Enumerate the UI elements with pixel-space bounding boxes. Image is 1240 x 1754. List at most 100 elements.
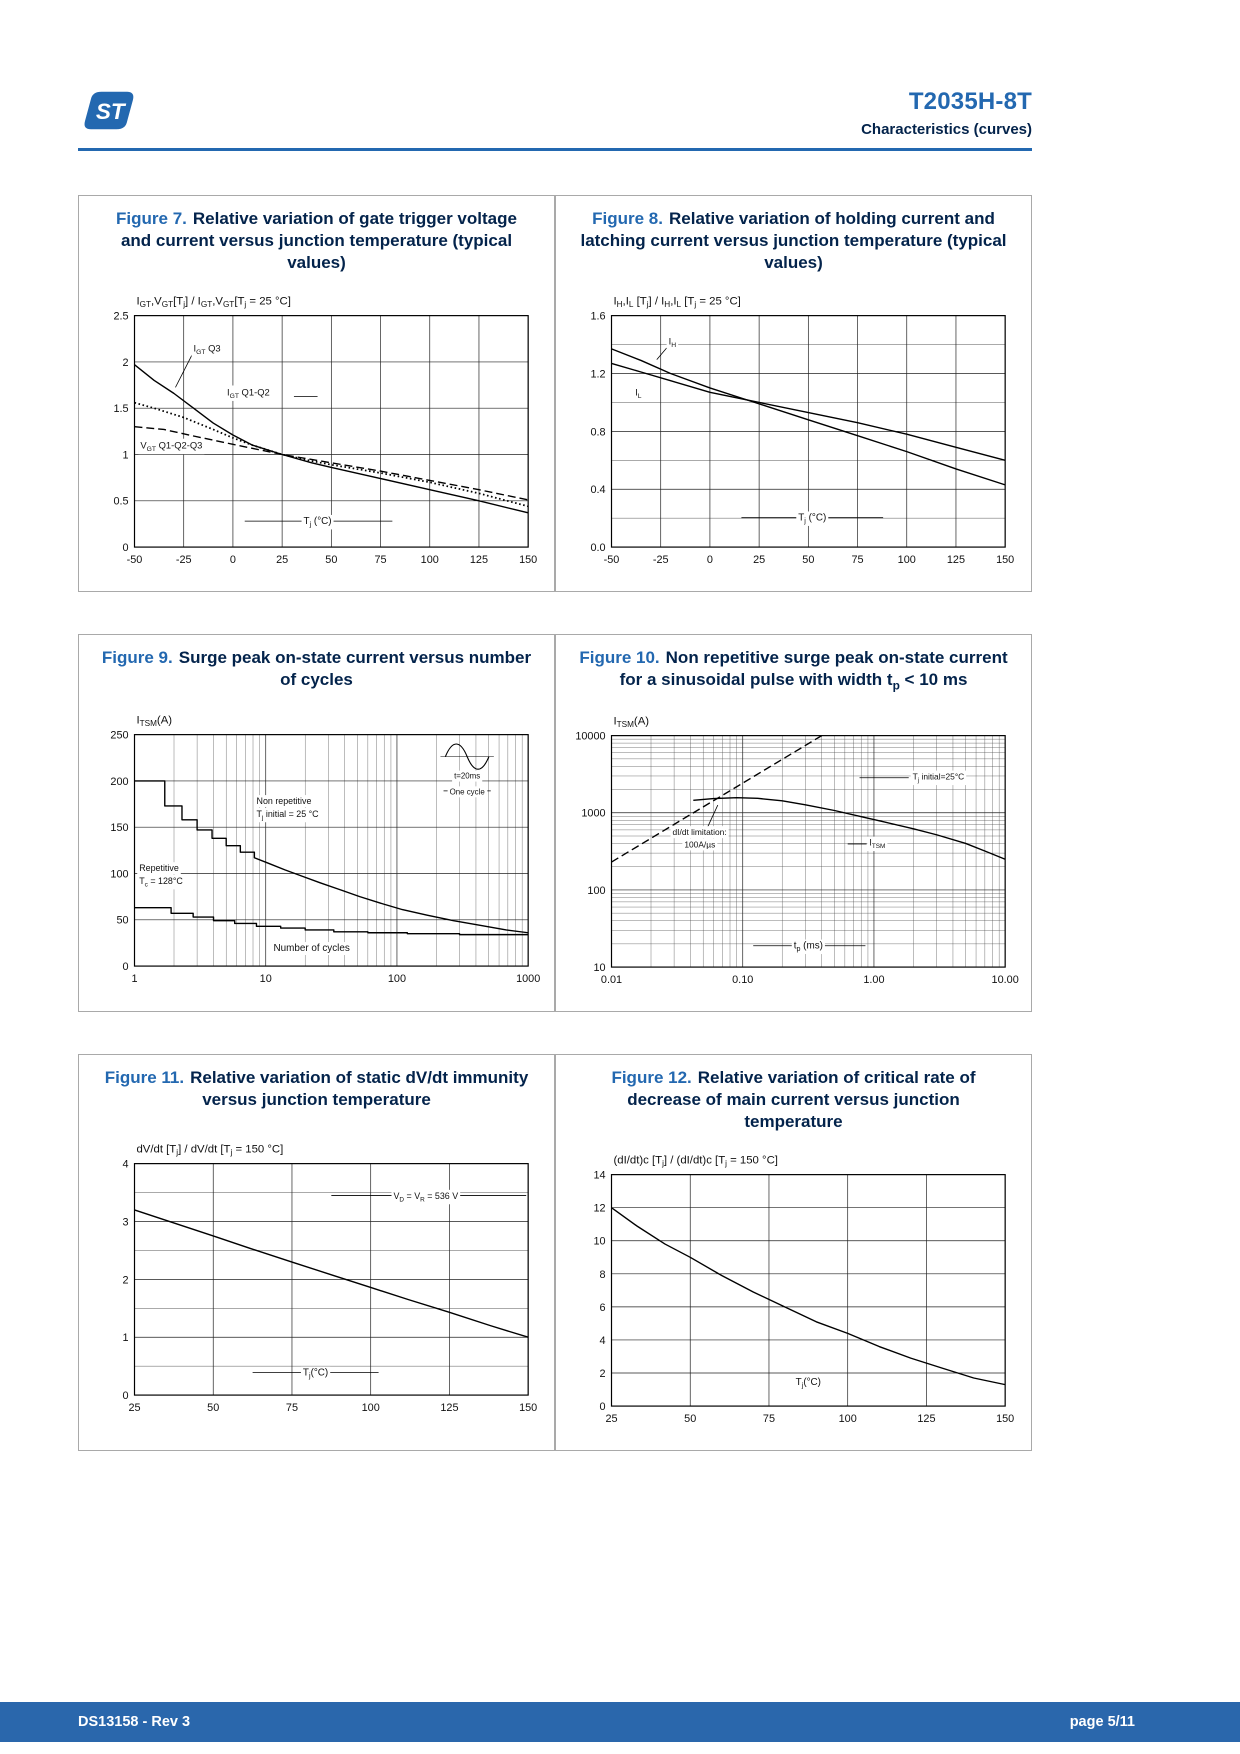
svg-text:12: 12: [593, 1203, 605, 1215]
st-logo: ST: [78, 88, 138, 133]
svg-text:dV/dt [Tj] / dV/dt [Tj = 150 °: dV/dt [Tj] / dV/dt [Tj = 150 °C]: [136, 1144, 283, 1157]
figure-12-chart-area: 25 50 75 100 125 150 0 2 4 6 8 10 12 14 (dI/dt)c [Tj] …: [556, 1135, 1031, 1450]
svg-text:125: 125: [440, 1402, 458, 1414]
header-titles: T2035H-8T Characteristics (curves): [861, 88, 1032, 138]
svg-text:4: 4: [600, 1335, 606, 1347]
svg-text:0.4: 0.4: [590, 484, 605, 496]
figure-11-panel: Figure 11. Relative variation of static d…: [78, 1053, 555, 1451]
svg-text:25: 25: [128, 1402, 140, 1414]
svg-text:0: 0: [600, 1401, 606, 1413]
figure-label: Figure 10.: [579, 648, 660, 668]
svg-text:100: 100: [388, 972, 406, 984]
svg-text:6: 6: [600, 1302, 606, 1314]
svg-text:Number of cycles: Number of cycles: [274, 943, 350, 954]
svg-text:0.0: 0.0: [590, 542, 605, 554]
svg-text:ITSM(A): ITSM(A): [136, 714, 172, 727]
figure-7-chart-area: -50 -25 0 25 50 75 100 125 150 0 0.5 1 1.5 2 2.5 IGT,VG…: [79, 276, 554, 591]
svg-text:2: 2: [600, 1368, 606, 1380]
svg-text:0.10: 0.10: [732, 974, 753, 986]
header-rule: [78, 148, 1032, 151]
section-title: Characteristics (curves): [861, 121, 1032, 138]
figure-title: Relative variation of gate trigger volta…: [120, 209, 517, 273]
svg-text:IH,IL [Tj] / IH,IL [Tj = 25 °C: IH,IL [Tj] / IH,IL [Tj = 25 °C]: [613, 296, 740, 309]
svg-text:Tj(°C): Tj(°C): [303, 1367, 328, 1379]
svg-text:200: 200: [110, 775, 128, 787]
figure-9-panel: Figure 9. Surge peak on-state current ver…: [78, 634, 555, 1012]
figure-label: Figure 7.: [116, 209, 187, 228]
figure-8-panel: Figure 8. Relative variation of holding c…: [555, 195, 1032, 593]
figure-title: Surge peak on-state current versus numbe…: [178, 648, 532, 690]
svg-text:0: 0: [230, 554, 236, 566]
svg-text:Tj initial=25°C: Tj initial=25°C: [913, 772, 965, 784]
svg-text:2.5: 2.5: [113, 311, 128, 323]
svg-text:10000: 10000: [575, 731, 605, 743]
svg-text:Tj (°C): Tj (°C): [304, 516, 332, 528]
svg-text:Repetitive: Repetitive: [139, 863, 179, 873]
svg-text:100: 100: [587, 885, 605, 897]
svg-text:1.00: 1.00: [863, 974, 884, 986]
figure-7-panel: Figure 7. Relative variation of gate trig…: [78, 195, 555, 593]
svg-text:250: 250: [110, 729, 128, 741]
svg-text:150: 150: [519, 554, 537, 566]
svg-text:100: 100: [839, 1413, 857, 1425]
svg-text:t=20ms: t=20ms: [454, 771, 480, 780]
figure-11-caption: Figure 11. Relative variation of static d…: [79, 1055, 554, 1113]
svg-text:150: 150: [996, 1413, 1014, 1425]
figure-label: Figure 11.: [104, 1067, 185, 1087]
svg-text:100: 100: [421, 554, 439, 566]
svg-text:125: 125: [917, 1413, 935, 1425]
svg-text:1000: 1000: [516, 972, 540, 984]
svg-text:25: 25: [605, 1413, 617, 1425]
st-logo-shape: [84, 91, 134, 130]
svg-text:0: 0: [707, 554, 713, 566]
svg-text:50: 50: [325, 554, 337, 566]
svg-text:1.6: 1.6: [590, 311, 605, 323]
svg-text:1.2: 1.2: [590, 369, 605, 381]
figure-label: Figure 8.: [592, 209, 663, 228]
figures-grid: Figure 7. Relative variation of gate trig…: [78, 195, 1032, 1451]
svg-text:IL: IL: [635, 387, 642, 400]
figure-10-panel: Figure 10. Non repetitive surge peak on-s…: [555, 634, 1032, 1012]
figure-title: Relative variation of critical rate of d…: [627, 1067, 976, 1131]
svg-text:VD = VR = 536 V: VD = VR = 536 V: [393, 1191, 458, 1203]
figure-8-chart: -50 -25 0 25 50 75 100 125 150 0.0 0.4 0.8 1.2 1.6 IH,…: [590, 296, 1014, 566]
figure-title: Non repetitive surge peak on-state curre…: [619, 648, 1008, 693]
figure-8-chart-area: -50 -25 0 25 50 75 100 125 150 0.0 0.4 0.8 1.2 1.6 IH,…: [556, 276, 1031, 591]
svg-text:0: 0: [123, 542, 129, 554]
figure-10-caption: Figure 10. Non repetitive surge peak on-s…: [556, 635, 1031, 696]
svg-text:0.8: 0.8: [590, 427, 605, 439]
svg-text:2: 2: [123, 1274, 129, 1286]
svg-text:IGT Q1-Q2: IGT Q1-Q2: [227, 387, 270, 400]
figure-12-panel: Figure 12. Relative variation of critical…: [555, 1053, 1032, 1451]
svg-text:25: 25: [753, 554, 765, 566]
product-title: T2035H-8T: [908, 88, 1032, 115]
svg-text:50: 50: [802, 554, 814, 566]
st-logo-text: ST: [96, 99, 127, 124]
svg-text:150: 150: [519, 1402, 537, 1414]
svg-text:125: 125: [947, 554, 965, 566]
page-number: page 5/11: [1069, 1714, 1135, 1730]
figure-10-chart-area: 0.01 0.10 1.00 10.00 10 100 1000 10000 ITSM(A) Tj…: [556, 696, 1031, 1011]
svg-text:One cycle: One cycle: [450, 787, 486, 796]
figure-7-caption: Figure 7. Relative variation of gate trig…: [79, 196, 554, 276]
svg-text:Tj (°C): Tj (°C): [798, 513, 826, 525]
figure-10-chart: 0.01 0.10 1.00 10.00 10 100 1000 10000 ITSM(A) Tj…: [575, 716, 1018, 986]
svg-text:10: 10: [593, 962, 605, 974]
svg-text:dI/dt limitation:: dI/dt limitation:: [673, 827, 727, 837]
page-header: ST T2035H-8T Characteristics (curves): [78, 0, 1032, 138]
svg-text:125: 125: [470, 554, 488, 566]
svg-text:-50: -50: [604, 554, 620, 566]
svg-text:-25: -25: [176, 554, 192, 566]
svg-text:ITSM: ITSM: [869, 838, 885, 850]
figure-8-caption: Figure 8. Relative variation of holding c…: [556, 196, 1031, 276]
svg-text:Tj(°C): Tj(°C): [796, 1377, 821, 1389]
page-footer: DS13158 - Rev 3 page 5/11: [0, 1702, 1240, 1742]
svg-text:tp (ms): tp (ms): [794, 941, 823, 953]
svg-text:0: 0: [123, 961, 129, 973]
figure-7-chart: -50 -25 0 25 50 75 100 125 150 0 0.5 1 1.5 2 2.5 IGT,VG…: [113, 296, 537, 566]
svg-text:0.5: 0.5: [113, 496, 128, 508]
svg-text:0: 0: [123, 1390, 129, 1402]
svg-text:75: 75: [763, 1413, 775, 1425]
figure-11-chart-area: 25 50 75 100 125 150 0 1 2 3 4 dV/dt [Tj] / dV/dt […: [79, 1124, 554, 1439]
figure-9-chart-area: 1 10 100 1000 0 50 100 150 200 250 ITSM(A) Non repe…: [79, 695, 554, 1010]
